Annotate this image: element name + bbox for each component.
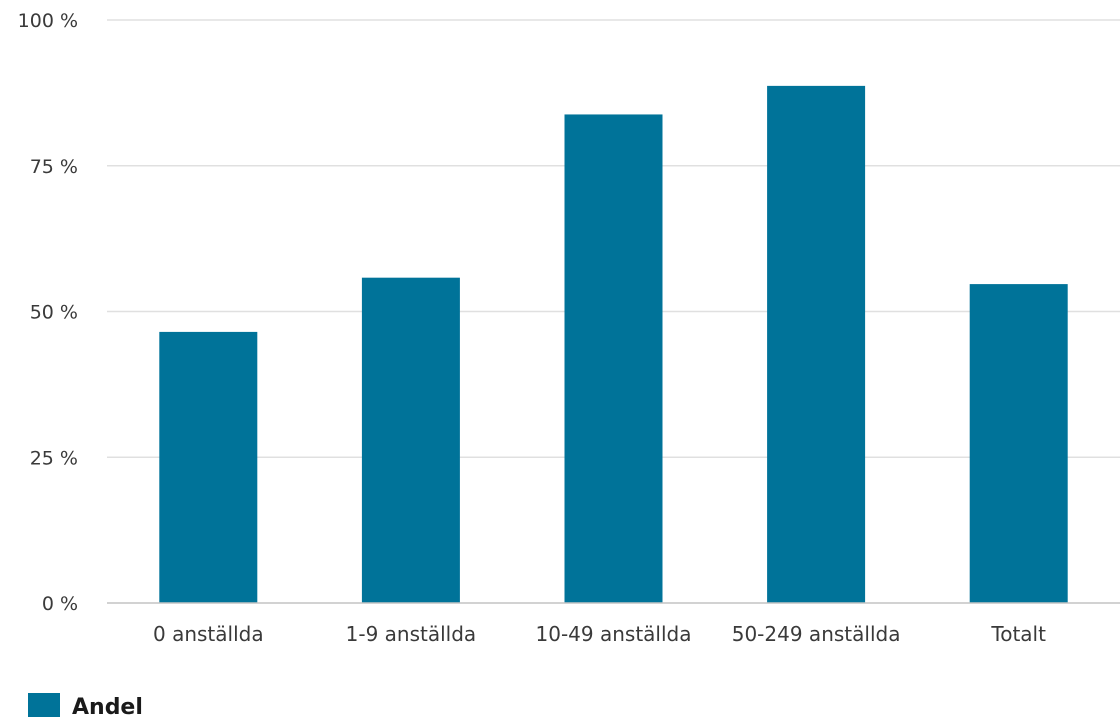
bars: [159, 85, 1068, 604]
x-tick-label: 50-249 anställda: [732, 622, 901, 646]
y-tick-label: 25 %: [30, 447, 78, 469]
y-tick-label: 100 %: [18, 10, 78, 32]
bar[interactable]: [969, 284, 1068, 603]
x-tick-label: 0 anställda: [153, 622, 264, 646]
legend[interactable]: Andel: [28, 693, 143, 719]
bar[interactable]: [361, 277, 460, 603]
x-tick-label: 1-9 anställda: [346, 622, 477, 646]
x-tick-label: 10-49 anställda: [536, 622, 692, 646]
y-axis-ticks: 0 % 25 % 50 % 75 % 100 %: [18, 10, 78, 615]
y-tick-label: 75 %: [30, 156, 78, 178]
x-tick-label: Totalt: [990, 622, 1046, 646]
bar[interactable]: [159, 331, 258, 603]
y-tick-label: 0 %: [42, 593, 78, 615]
bar[interactable]: [564, 114, 663, 604]
x-axis-ticks: 0 anställda 1-9 anställda 10-49 anställda 5…: [153, 622, 1046, 646]
legend-label-andel: Andel: [72, 695, 143, 719]
y-tick-label: 50 %: [30, 302, 78, 324]
legend-swatch: [28, 693, 60, 717]
bar[interactable]: [767, 85, 866, 603]
